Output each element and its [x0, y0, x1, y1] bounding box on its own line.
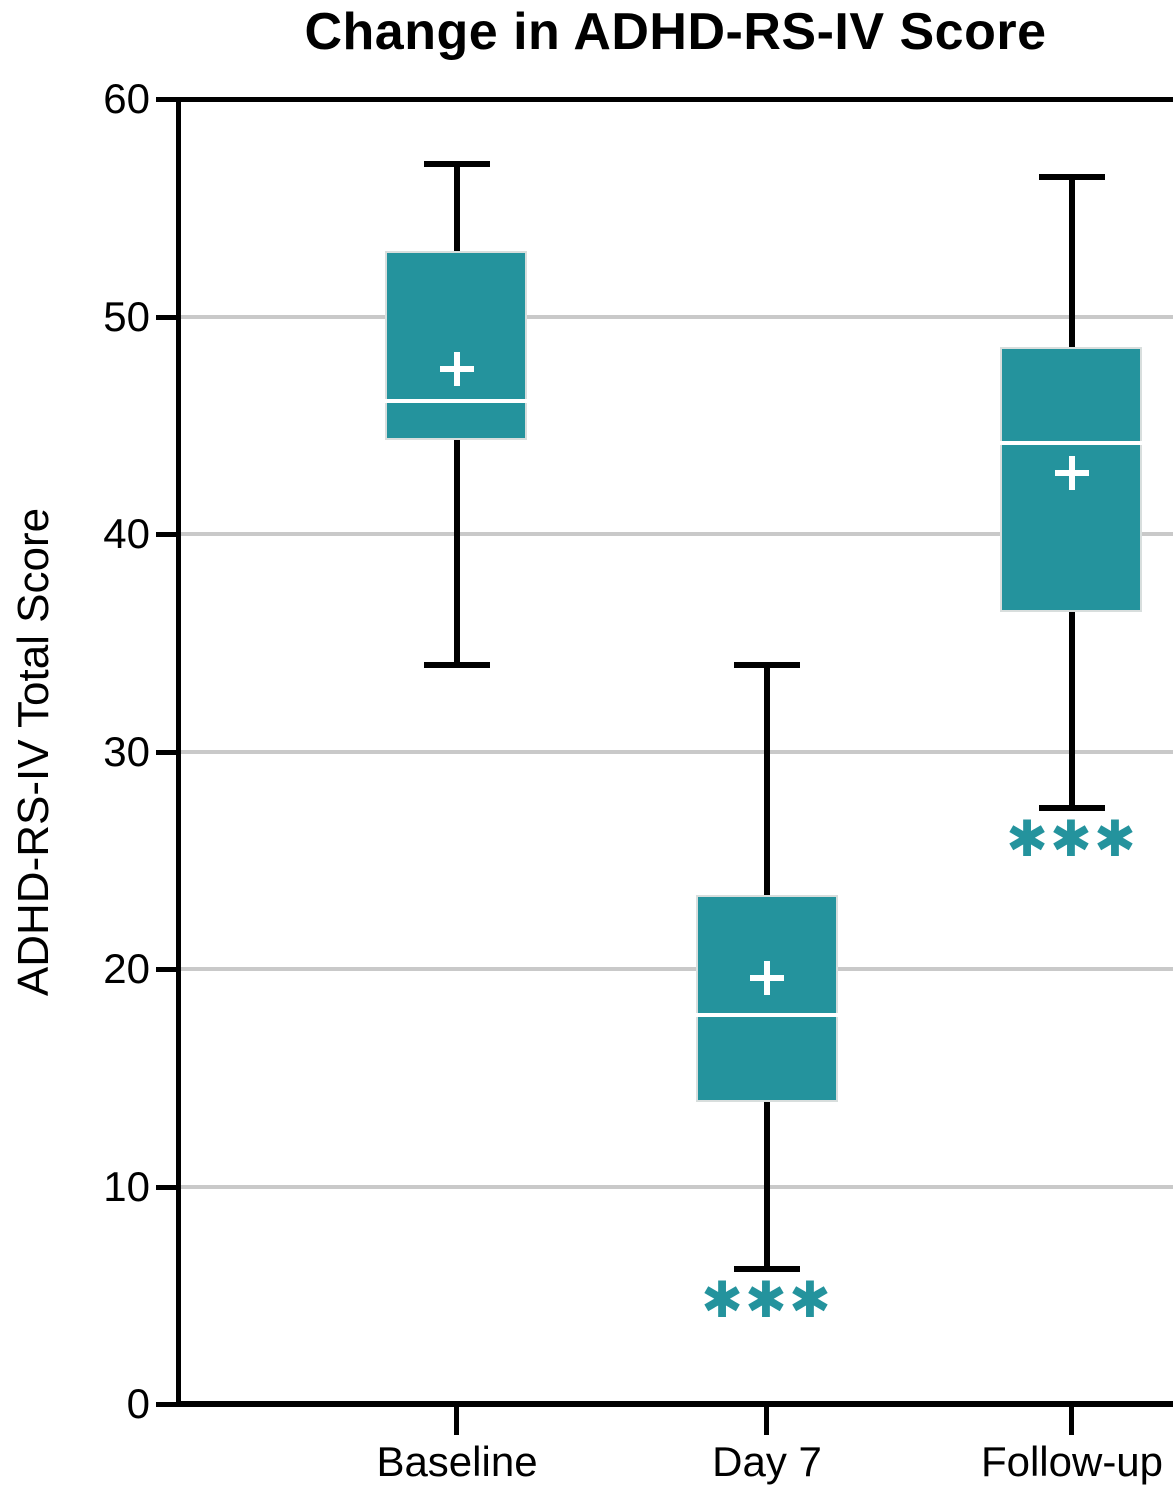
y-tick — [156, 97, 178, 102]
gridline — [178, 750, 1173, 754]
y-tick-label: 30 — [103, 728, 150, 775]
whisker-cap-bottom-day-7 — [734, 1266, 800, 1272]
y-tick — [156, 967, 178, 972]
median-line-baseline — [385, 399, 527, 403]
y-tick — [156, 1185, 178, 1190]
axis-spine-top — [176, 97, 1173, 102]
significance-marker-follow-up: ✱✱✱ — [1006, 811, 1138, 867]
x-tick — [764, 1404, 769, 1435]
median-line-follow-up — [1000, 441, 1142, 445]
x-tick — [454, 1404, 459, 1435]
chart-title: Change in ADHD-RS-IV Score — [304, 3, 1047, 61]
whisker-cap-bottom-baseline — [424, 662, 490, 668]
mean-marker-follow-up — [1069, 456, 1075, 490]
y-tick — [156, 1402, 178, 1407]
whisker-cap-bottom-follow-up — [1039, 805, 1105, 811]
y-tick-label: 0 — [126, 1380, 150, 1427]
mean-marker-day-7 — [764, 961, 770, 995]
gridline — [178, 532, 1173, 536]
y-tick — [156, 315, 178, 320]
box-day-7 — [696, 895, 838, 1102]
gridline — [178, 1185, 1173, 1189]
box-follow-up — [1000, 347, 1142, 612]
whisker-cap-top-follow-up — [1039, 174, 1105, 180]
y-tick-label: 50 — [103, 293, 150, 340]
axis-spine-bottom — [176, 1401, 1173, 1407]
gridline — [178, 967, 1173, 971]
y-tick — [156, 532, 178, 537]
y-tick-label: 60 — [103, 75, 150, 122]
y-tick-label: 10 — [103, 1163, 150, 1210]
median-line-day-7 — [696, 1013, 838, 1017]
gridline — [178, 315, 1173, 319]
y-tick — [156, 750, 178, 755]
box-baseline — [385, 251, 527, 440]
mean-marker-baseline — [454, 352, 460, 386]
y-tick-label: 20 — [103, 945, 150, 992]
axis-spine-left — [176, 97, 181, 1407]
x-tick-label: Follow-up — [980, 1438, 1164, 1485]
whisker-cap-top-baseline — [424, 161, 490, 167]
significance-marker-day-7: ✱✱✱ — [701, 1272, 833, 1328]
whisker-cap-top-day-7 — [734, 662, 800, 668]
x-tick-label: Day 7 — [712, 1438, 822, 1485]
x-tick — [1069, 1404, 1074, 1435]
y-tick-label: 40 — [103, 510, 150, 557]
x-tick-label: Baseline — [376, 1438, 538, 1485]
